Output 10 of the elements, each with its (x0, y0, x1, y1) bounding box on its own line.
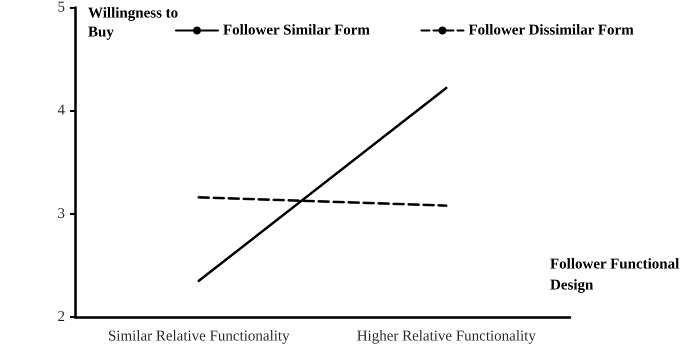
y-tick-label: 5 (58, 0, 65, 16)
legend-label: Follower Similar Form (223, 22, 370, 38)
y-axis-title: Willingness to Buy (88, 6, 182, 40)
y-tick-label: 2 (58, 309, 65, 325)
y-tick-label: 4 (58, 102, 66, 119)
x-tick-label: Higher Relative Functionality (356, 328, 536, 344)
x-axis-title: Follower Functional Design (550, 256, 684, 294)
legend-label: Follower Dissimilar Form (468, 22, 634, 38)
y-tick-label: 3 (58, 206, 65, 222)
x-tick-label: Similar Relative Functionality (108, 328, 290, 344)
